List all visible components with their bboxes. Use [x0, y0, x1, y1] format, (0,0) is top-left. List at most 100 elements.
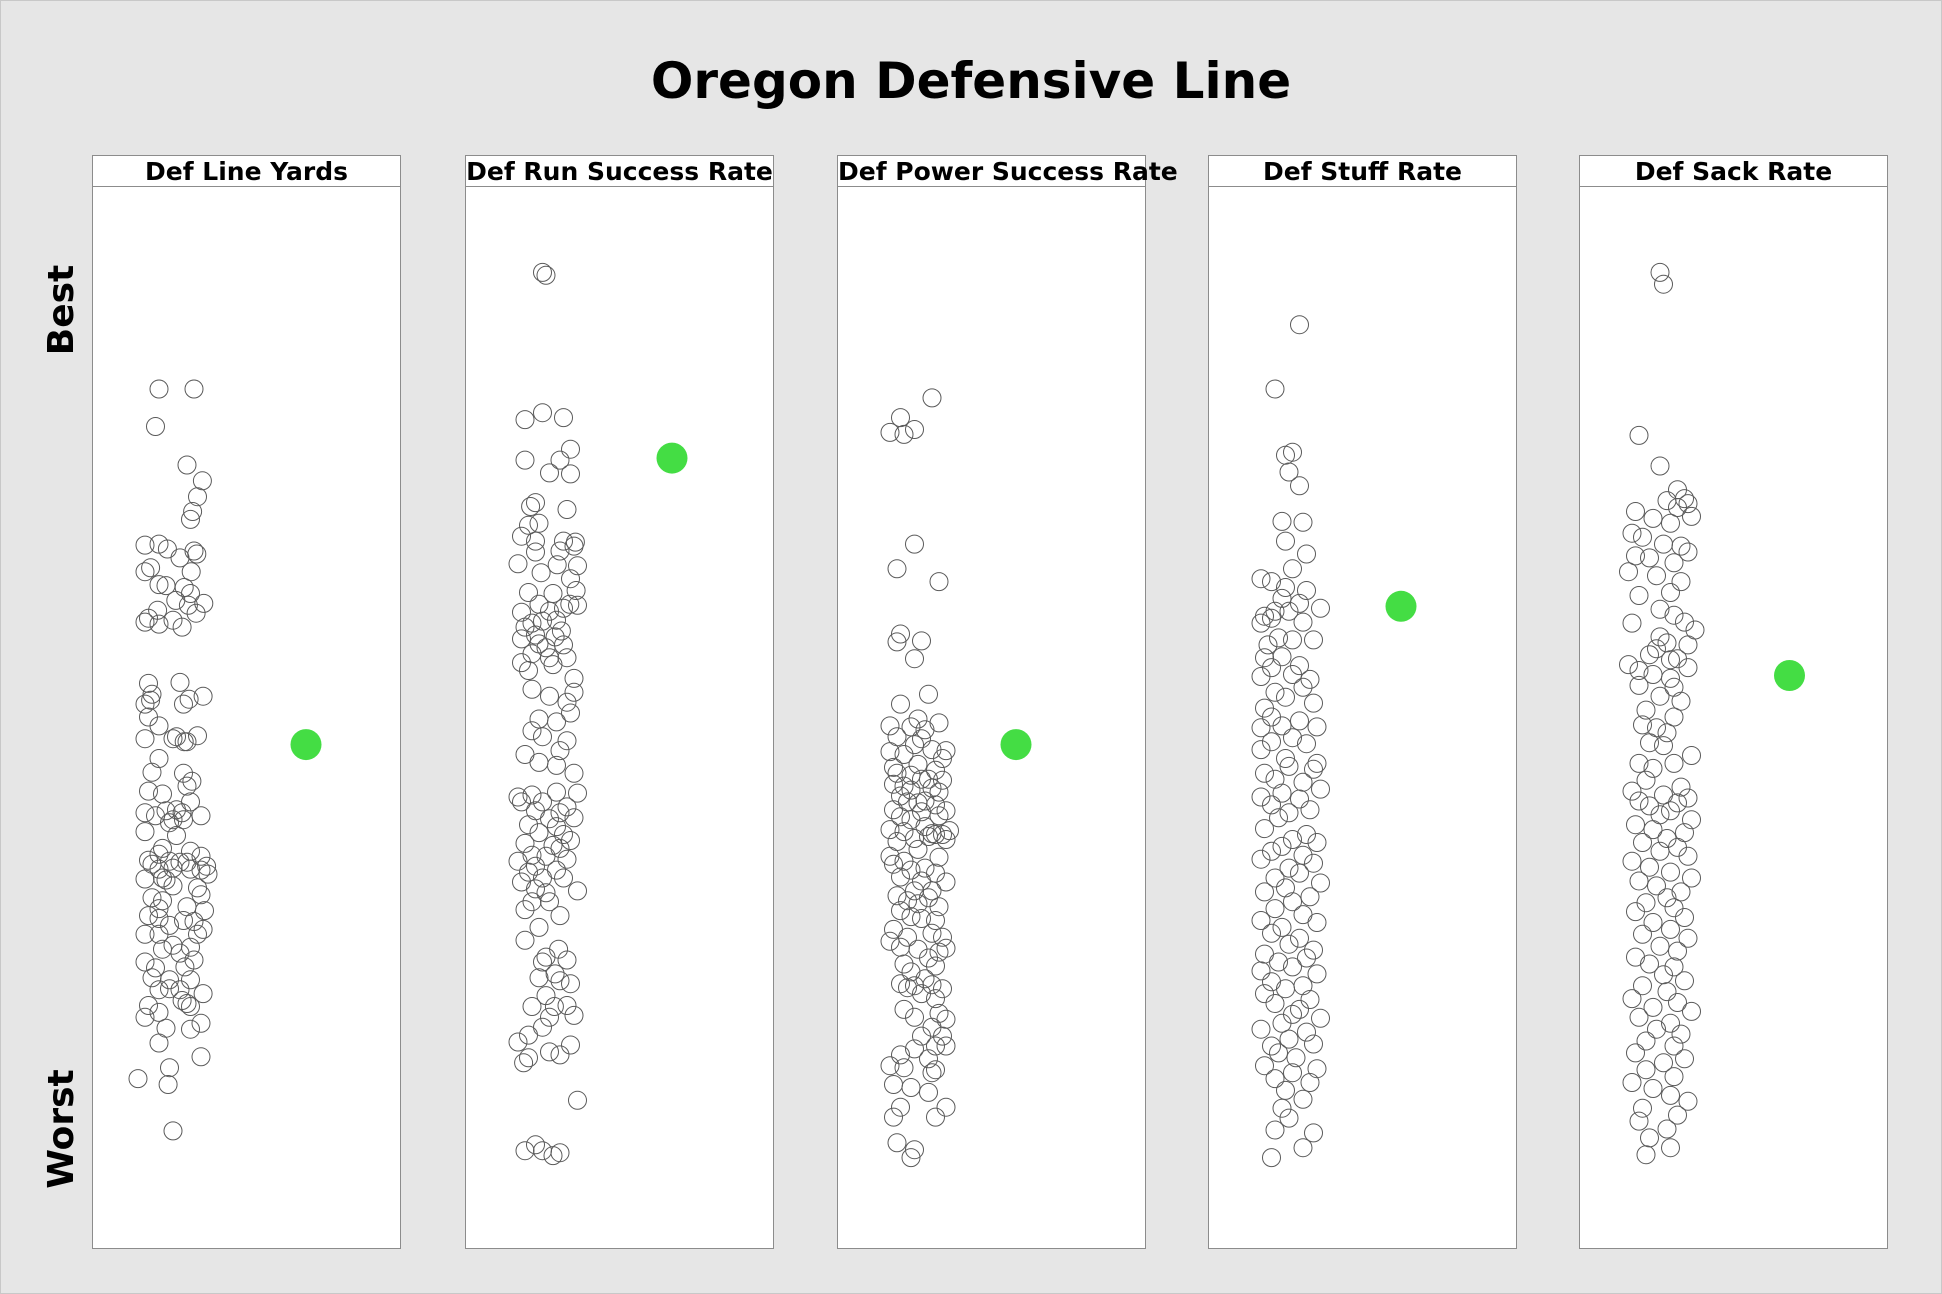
team-point [1622, 989, 1642, 1009]
team-point [933, 825, 952, 844]
team-point [153, 868, 172, 888]
team-point [540, 648, 559, 668]
team-point [1307, 717, 1327, 737]
team-point [1626, 502, 1645, 521]
team-point [891, 867, 910, 887]
team-point [1265, 994, 1285, 1013]
team-point [929, 806, 949, 826]
team-point [519, 661, 538, 680]
team-point [1664, 1067, 1684, 1087]
team-point [1251, 667, 1271, 686]
team-point [163, 935, 183, 955]
team-point [564, 668, 584, 688]
team-point [915, 720, 935, 740]
team-point [1283, 957, 1302, 977]
team-point [564, 763, 584, 783]
team-point [1654, 534, 1673, 554]
team-point [1640, 548, 1659, 568]
team-point [1671, 536, 1691, 556]
team-point [540, 686, 559, 706]
team-point [536, 846, 556, 866]
team-point [1650, 262, 1670, 282]
team-point [1265, 1120, 1285, 1140]
team-point [139, 608, 158, 628]
team-point [1276, 1080, 1295, 1100]
team-point [936, 801, 956, 821]
team-point [163, 810, 183, 830]
team-point [1272, 917, 1292, 937]
team-point [1251, 787, 1271, 807]
team-point [526, 1135, 545, 1155]
team-point [905, 1007, 924, 1027]
team-point [901, 1078, 921, 1097]
team-point [554, 531, 573, 551]
team-point [901, 780, 921, 800]
team-point [1643, 508, 1663, 528]
team-point [512, 629, 531, 649]
team-point [929, 847, 949, 867]
team-point [551, 621, 571, 641]
team-point [135, 803, 155, 823]
team-point [149, 1002, 169, 1022]
team-point [547, 755, 566, 775]
team-point [894, 822, 914, 842]
team-point [1678, 928, 1698, 948]
team-point [1290, 928, 1309, 948]
team-point [912, 871, 931, 891]
team-point [1283, 1063, 1302, 1083]
team-point [1671, 882, 1691, 902]
team-point [1276, 687, 1295, 707]
team-point [540, 463, 559, 483]
team-point [191, 846, 211, 866]
team-point [522, 644, 542, 664]
team-point [1661, 801, 1680, 821]
team-point [183, 502, 203, 521]
team-point [545, 964, 565, 984]
team-point [1636, 770, 1656, 790]
team-point [1661, 650, 1680, 670]
team-point [1265, 682, 1285, 702]
team-point [1657, 982, 1677, 1002]
team-point [540, 1042, 559, 1062]
team-point [526, 625, 545, 645]
team-point [1283, 830, 1302, 849]
team-point [533, 403, 552, 423]
team-point [901, 717, 921, 737]
team-point [1255, 819, 1274, 839]
team-point [177, 455, 197, 475]
team-point [1682, 506, 1701, 526]
team-point [181, 970, 200, 990]
team-point [1307, 964, 1327, 984]
team-point [181, 509, 200, 529]
team-point [1297, 1022, 1316, 1042]
team-point [926, 863, 945, 883]
team-point [1269, 628, 1288, 648]
team-point [1657, 723, 1677, 743]
team-point [1629, 425, 1649, 445]
team-point [926, 1036, 945, 1056]
team-point [508, 851, 528, 871]
team-point [926, 956, 945, 976]
team-point [564, 1005, 584, 1025]
team-point [1626, 815, 1645, 835]
team-point [557, 731, 577, 751]
team-point [880, 1056, 900, 1076]
team-point [891, 807, 910, 827]
team-point [1668, 1105, 1687, 1125]
team-point [543, 655, 563, 675]
team-point [547, 782, 566, 802]
team-point [1629, 1007, 1649, 1027]
team-point [898, 891, 917, 911]
chart-title: Oregon Defensive Line [650, 52, 1292, 110]
team-point [512, 792, 531, 812]
team-point [1276, 878, 1295, 898]
team-point [547, 712, 566, 732]
team-point [1279, 934, 1299, 954]
team-point [1272, 783, 1292, 803]
team-point [1643, 1079, 1663, 1098]
team-point [1682, 810, 1701, 830]
team-point [1300, 1073, 1320, 1092]
team-point [564, 682, 584, 702]
team-point [1290, 315, 1309, 335]
team-point [922, 923, 942, 943]
